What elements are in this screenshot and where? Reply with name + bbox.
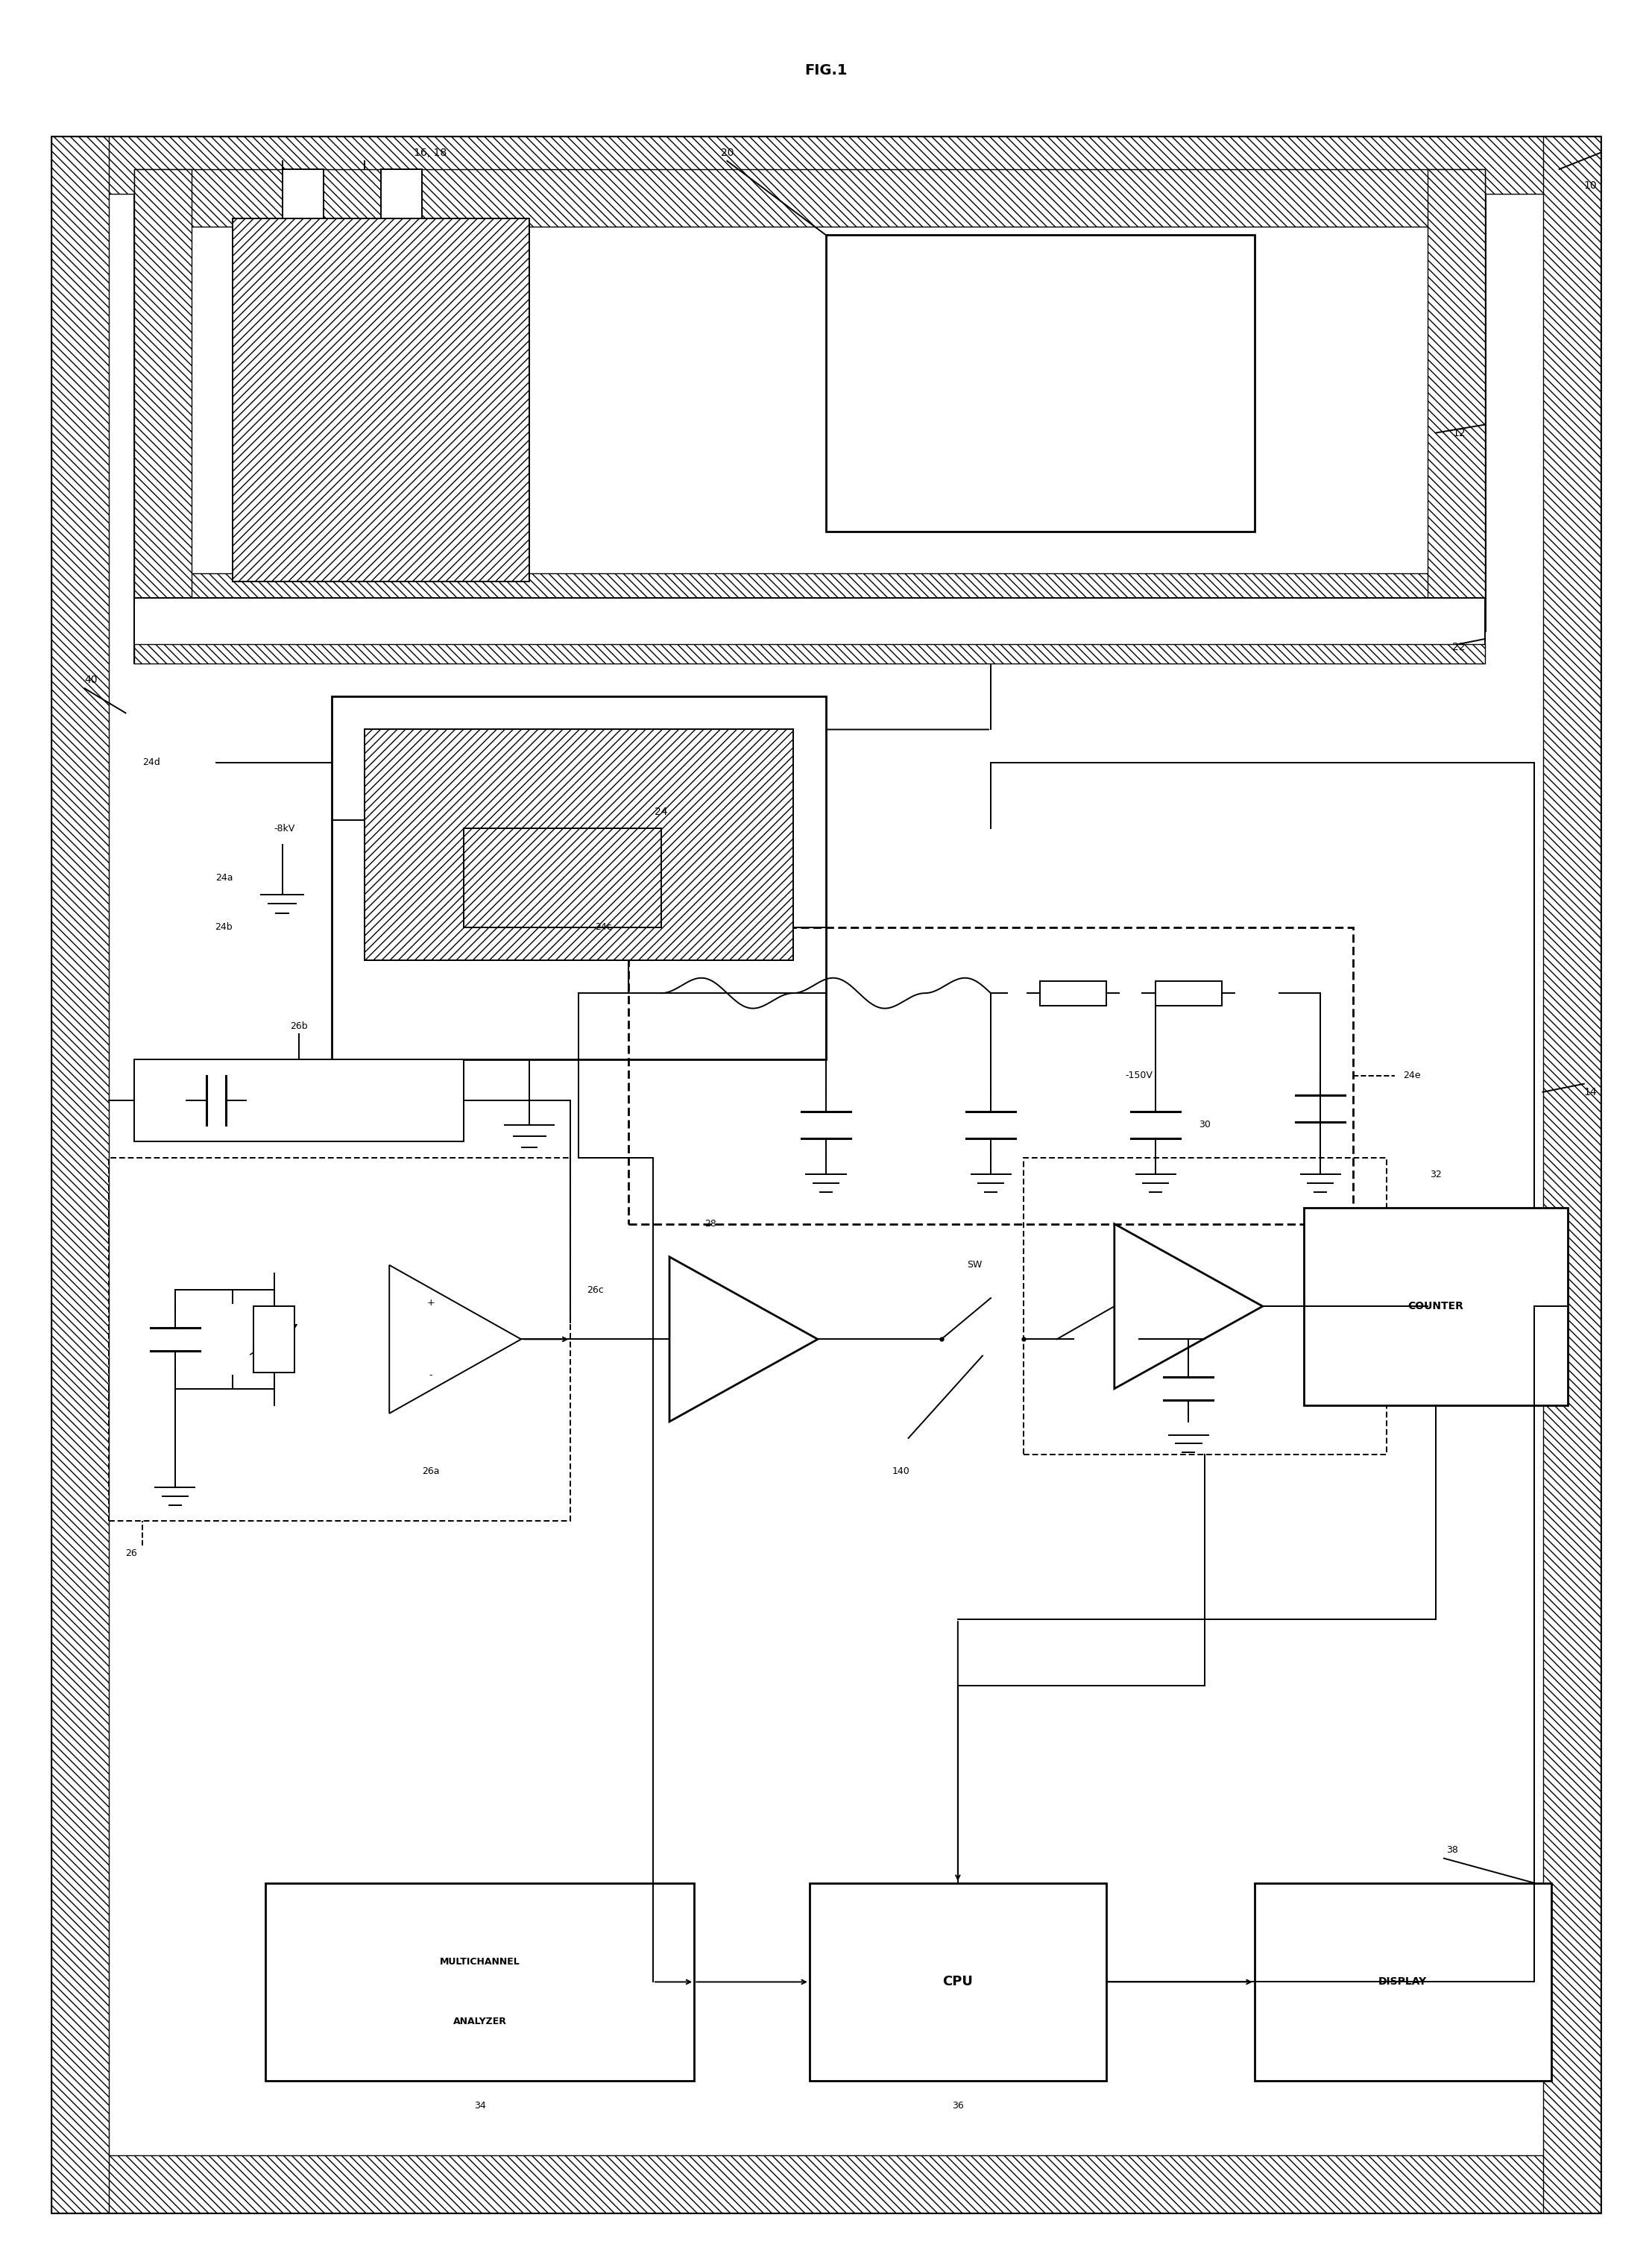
Text: 22: 22 (1452, 641, 1465, 652)
Text: 40: 40 (84, 675, 97, 686)
Text: 24e: 24e (1403, 1071, 1421, 1080)
Text: 36: 36 (952, 2102, 963, 2110)
Bar (332, 698, 826, 1060)
Bar (365, 729, 793, 961)
Text: 30: 30 (1199, 1120, 1211, 1130)
Bar (1254, 1883, 1551, 2081)
Text: 24d: 24d (142, 758, 160, 767)
Bar (134, 169, 1485, 630)
Text: 28: 28 (705, 1220, 717, 1228)
Bar (382, 169, 423, 218)
Bar (134, 169, 192, 630)
Text: 24a: 24a (215, 873, 233, 882)
Bar (51, 2155, 1601, 2212)
Bar (1155, 981, 1221, 1006)
Bar (233, 218, 529, 580)
Bar (134, 643, 1485, 664)
Text: +: + (426, 1298, 434, 1307)
Text: ANALYZER: ANALYZER (453, 2016, 507, 2027)
Text: FIG.1: FIG.1 (805, 63, 847, 76)
Bar (464, 828, 661, 927)
Bar (134, 574, 1485, 630)
Text: 24b: 24b (215, 922, 233, 932)
Text: 12: 12 (1452, 427, 1465, 439)
Text: 24: 24 (654, 808, 667, 817)
Text: 14: 14 (1584, 1087, 1597, 1098)
Text: 26b: 26b (289, 1022, 307, 1030)
Text: 10: 10 (1584, 180, 1597, 191)
Text: 140: 140 (892, 1467, 910, 1476)
Text: 38: 38 (1446, 1845, 1459, 1854)
Text: COUNTER: COUNTER (1408, 1300, 1464, 1312)
Bar (826, 234, 1254, 531)
Bar (51, 137, 109, 2212)
Text: MULTICHANNEL: MULTICHANNEL (439, 1957, 520, 1966)
Text: SW: SW (966, 1260, 981, 1269)
Text: 26: 26 (126, 1548, 137, 1559)
Bar (628, 927, 1353, 1224)
Text: 16, 18: 16, 18 (415, 148, 448, 158)
Bar (51, 137, 1601, 194)
Text: 24c: 24c (595, 922, 613, 932)
Bar (134, 1060, 464, 1141)
Bar (809, 1883, 1107, 2081)
Text: CPU: CPU (943, 1976, 973, 1989)
Bar (109, 1159, 570, 1521)
Bar (1024, 1159, 1386, 1454)
Text: 26c: 26c (586, 1285, 605, 1294)
Bar (266, 1883, 694, 2081)
Bar (134, 169, 1485, 227)
Bar (1303, 1208, 1568, 1406)
Bar (1427, 169, 1485, 630)
Text: -: - (430, 1370, 433, 1379)
Text: -8kV: -8kV (274, 823, 296, 832)
Text: 32: 32 (1431, 1170, 1442, 1179)
Text: 20: 20 (720, 148, 733, 158)
Bar (134, 598, 1485, 664)
Text: 34: 34 (474, 2102, 486, 2110)
Bar (1543, 137, 1601, 2212)
Bar (1041, 981, 1107, 1006)
Text: 26a: 26a (423, 1467, 439, 1476)
Text: DISPLAY: DISPLAY (1378, 1978, 1427, 1987)
Text: -150V: -150V (1125, 1071, 1153, 1080)
Bar (253, 1307, 294, 1372)
Bar (282, 169, 324, 218)
